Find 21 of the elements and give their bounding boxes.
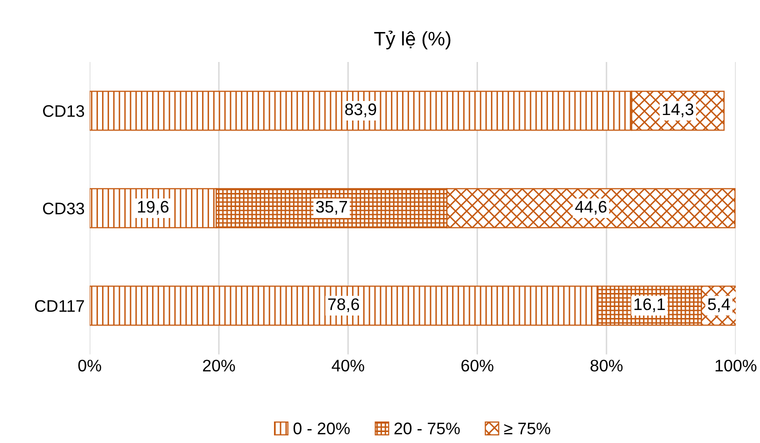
- data-label: 16,1: [634, 298, 665, 312]
- y-tick-label: CD13: [43, 105, 84, 117]
- x-tick-label: 100%: [716, 360, 756, 372]
- data-label: 78,6: [328, 298, 360, 312]
- x-tick-label: 60%: [461, 360, 494, 372]
- data-label: 44,6: [575, 200, 606, 215]
- x-tick-label: 0%: [78, 360, 102, 372]
- legend-label: 0 - 20%: [294, 422, 350, 434]
- legend-label: 20 - 75%: [394, 422, 460, 434]
- x-tick-label: 20%: [203, 360, 235, 372]
- legend-label: ≥ 75%: [504, 422, 550, 434]
- x-tick-label: 40%: [332, 360, 364, 372]
- data-label: 83,9: [345, 103, 376, 118]
- data-label: 14,3: [662, 103, 694, 118]
- data-label: 35,7: [316, 200, 347, 215]
- y-tick-label: CD33: [43, 202, 84, 214]
- data-label: 19,6: [138, 200, 168, 215]
- chart-title: Tỷ lệ (%): [374, 30, 450, 50]
- x-tick-label: 80%: [590, 360, 623, 372]
- y-tick-label: CD117: [35, 300, 84, 312]
- data-label: 5,4: [708, 298, 730, 312]
